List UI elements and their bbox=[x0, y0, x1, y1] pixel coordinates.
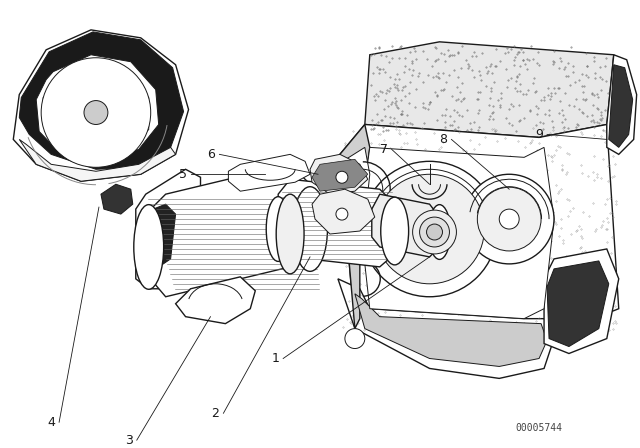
Polygon shape bbox=[607, 55, 637, 155]
Polygon shape bbox=[43, 65, 148, 157]
Circle shape bbox=[345, 329, 365, 349]
Polygon shape bbox=[13, 30, 189, 181]
Polygon shape bbox=[136, 169, 200, 289]
Polygon shape bbox=[278, 179, 395, 267]
Ellipse shape bbox=[134, 205, 164, 289]
Polygon shape bbox=[228, 155, 310, 191]
Polygon shape bbox=[19, 139, 175, 181]
Text: 2: 2 bbox=[211, 407, 220, 420]
Polygon shape bbox=[312, 159, 368, 191]
Circle shape bbox=[426, 224, 442, 240]
Polygon shape bbox=[547, 261, 609, 347]
Ellipse shape bbox=[276, 194, 304, 274]
Text: 9: 9 bbox=[535, 128, 543, 141]
Text: 5: 5 bbox=[179, 168, 187, 181]
Ellipse shape bbox=[266, 197, 290, 261]
Circle shape bbox=[375, 174, 484, 284]
Text: 6: 6 bbox=[207, 148, 216, 161]
Text: 00005744: 00005744 bbox=[516, 423, 563, 433]
Polygon shape bbox=[101, 184, 132, 214]
Circle shape bbox=[413, 210, 456, 254]
Polygon shape bbox=[310, 155, 368, 194]
Circle shape bbox=[84, 101, 108, 125]
Circle shape bbox=[420, 217, 449, 247]
Circle shape bbox=[465, 174, 554, 264]
Ellipse shape bbox=[381, 197, 408, 265]
Polygon shape bbox=[340, 125, 619, 339]
Polygon shape bbox=[338, 279, 554, 379]
Circle shape bbox=[477, 187, 541, 251]
Polygon shape bbox=[544, 249, 619, 353]
Text: 1: 1 bbox=[271, 352, 279, 365]
Text: 8: 8 bbox=[440, 133, 447, 146]
Polygon shape bbox=[360, 147, 554, 319]
Polygon shape bbox=[19, 32, 184, 169]
Polygon shape bbox=[312, 189, 375, 234]
Polygon shape bbox=[365, 42, 614, 138]
Circle shape bbox=[336, 208, 348, 220]
Text: 3: 3 bbox=[125, 434, 132, 447]
Circle shape bbox=[362, 161, 497, 297]
Circle shape bbox=[336, 171, 348, 183]
Text: 7: 7 bbox=[380, 143, 388, 156]
Polygon shape bbox=[372, 194, 440, 257]
Text: 4: 4 bbox=[47, 416, 55, 429]
Polygon shape bbox=[355, 294, 547, 366]
Ellipse shape bbox=[429, 205, 451, 259]
Polygon shape bbox=[340, 125, 370, 329]
Polygon shape bbox=[609, 65, 633, 147]
Polygon shape bbox=[148, 164, 310, 297]
Polygon shape bbox=[175, 277, 255, 323]
Polygon shape bbox=[338, 147, 370, 264]
Ellipse shape bbox=[292, 187, 328, 271]
Circle shape bbox=[41, 58, 150, 167]
Polygon shape bbox=[139, 204, 175, 274]
Circle shape bbox=[499, 209, 519, 229]
Polygon shape bbox=[36, 55, 159, 161]
